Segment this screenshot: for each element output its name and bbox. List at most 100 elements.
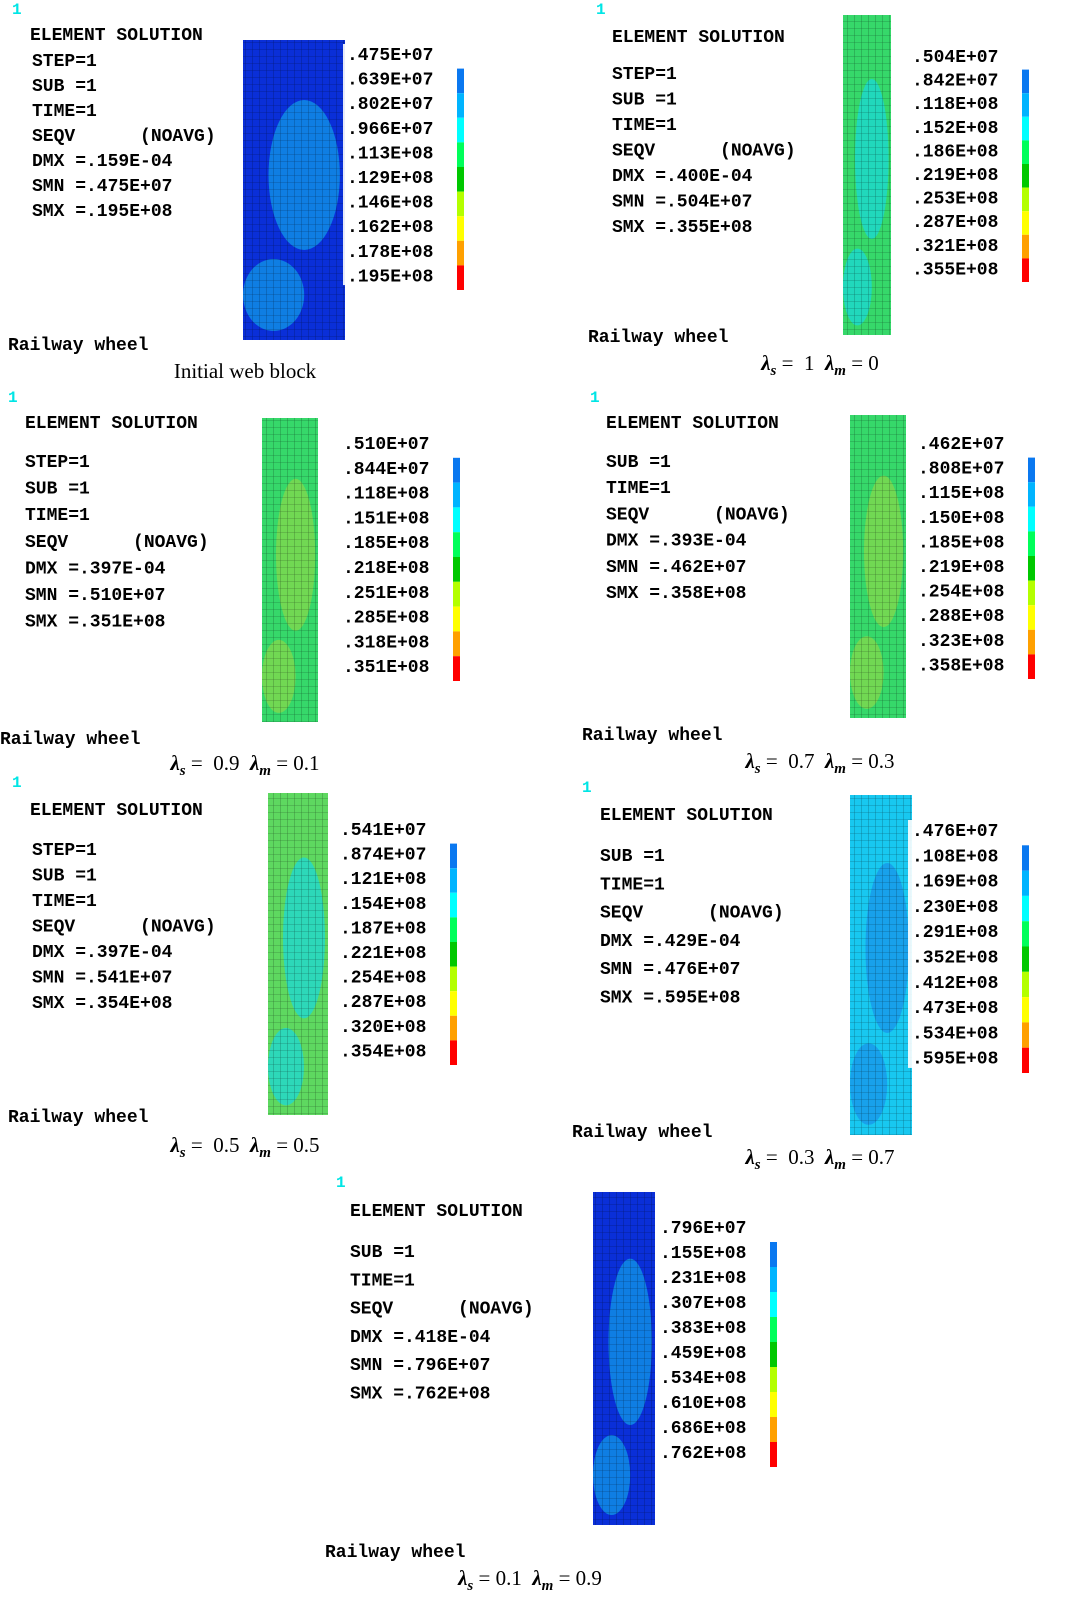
lambda-subscript: m: [834, 1157, 846, 1173]
legend-label: .842E+07: [912, 72, 998, 92]
mesh-grid: [243, 40, 345, 340]
plot-title: ELEMENT SOLUTION: [30, 26, 203, 46]
lambda-value: = 0.5: [271, 1133, 320, 1157]
info-line: SEQV (NOAVG): [25, 533, 209, 553]
plot-number: 1: [12, 1, 22, 19]
lambda-value: = 0.1: [473, 1566, 532, 1590]
legend-swatch: [450, 942, 457, 967]
legend-swatch: [770, 1317, 777, 1342]
legend-swatch: [1028, 556, 1035, 581]
info-line: STEP=1: [32, 841, 97, 861]
legend-label: .254E+08: [340, 969, 426, 989]
legend-label: .352E+08: [912, 949, 998, 969]
lambda-symbol: λ: [531, 1566, 541, 1590]
info-line: SUB =1: [32, 867, 97, 887]
legend-swatch: [450, 1040, 457, 1065]
lambda-symbol: λ: [169, 751, 179, 775]
legend-swatch: [450, 917, 457, 942]
legend-swatch: [1028, 630, 1035, 655]
legend-swatch: [1028, 458, 1035, 483]
legend-label: .121E+08: [340, 870, 426, 890]
plot-number: 1: [12, 774, 22, 792]
legend-label: .796E+07: [660, 1219, 746, 1239]
legend-label: .610E+08: [660, 1394, 746, 1414]
info-line: DMX =.397E-04: [25, 559, 166, 579]
info-line: STEP=1: [612, 65, 677, 85]
legend-swatch: [450, 844, 457, 869]
info-line: SEQV (NOAVG): [600, 904, 784, 924]
legend-swatch: [1022, 1022, 1029, 1047]
lambda-symbol: λ: [169, 1133, 179, 1157]
mesh-grid: [593, 1192, 655, 1525]
legend-swatch: [1022, 164, 1029, 188]
lambda-value: = 1: [776, 351, 825, 375]
legend-label: .510E+07: [343, 435, 429, 455]
legend-label: .534E+08: [912, 1024, 998, 1044]
legend-swatch: [1022, 258, 1029, 282]
lambda-symbol: λ: [744, 1145, 754, 1169]
legend-label: .178E+08: [347, 243, 433, 263]
legend-swatch: [450, 991, 457, 1016]
legend-label: .354E+08: [340, 1042, 426, 1062]
lambda-subscript: m: [542, 1578, 554, 1594]
info-line: TIME=1: [606, 479, 671, 499]
lambda-symbol: λ: [744, 749, 754, 773]
lambda-value: = 0.7: [846, 1145, 895, 1169]
lambda-symbol: λ: [249, 751, 259, 775]
legend-label: .218E+08: [343, 559, 429, 579]
legend-label: .288E+08: [918, 607, 1004, 627]
page: 1 ELEMENT SOLUTION STEP=1 SUB =1 TIME=1 SEQV …: [0, 0, 1076, 1619]
legend-swatch: [1022, 93, 1029, 117]
legend-label: .475E+07: [347, 46, 433, 66]
info-line: DMX =.397E-04: [32, 943, 173, 963]
info-line: SMN =.510E+07: [25, 586, 165, 606]
info-line: SUB =1: [600, 847, 665, 867]
legend-label: .195E+08: [347, 267, 433, 287]
info-line: SUB =1: [25, 480, 90, 500]
plot-number: 1: [336, 1174, 346, 1192]
info-line: TIME=1: [32, 102, 97, 122]
legend-label: .253E+08: [912, 190, 998, 210]
legend-swatch: [457, 192, 464, 217]
legend-label: .639E+07: [347, 71, 433, 91]
legend-label: .146E+08: [347, 194, 433, 214]
legend-swatch: [1022, 117, 1029, 141]
footer: Railway wheel: [572, 1123, 713, 1143]
legend-label: .762E+08: [660, 1444, 746, 1464]
legend-label: .129E+08: [347, 169, 433, 189]
info-line: TIME=1: [600, 875, 665, 895]
legend-label: .231E+08: [660, 1269, 746, 1289]
info-line: SMN =.476E+07: [600, 960, 740, 980]
plot-number: 1: [596, 1, 606, 19]
legend-label: .118E+08: [343, 485, 429, 505]
plot-title: ELEMENT SOLUTION: [606, 414, 779, 434]
info-line: DMX =.429E-04: [600, 932, 741, 952]
info-line: SEQV (NOAVG): [350, 1300, 534, 1320]
legend-swatch: [1028, 507, 1035, 532]
footer: Railway wheel: [582, 726, 723, 746]
lambda-value: = 0.3: [846, 749, 895, 773]
info-line: SMN =.796E+07: [350, 1356, 490, 1376]
legend-swatch: [1022, 235, 1029, 259]
legend-label: .251E+08: [343, 584, 429, 604]
lambda-value: = 0.3: [761, 1145, 825, 1169]
legend-label: .808E+07: [918, 460, 1004, 480]
info-line: DMX =.400E-04: [612, 167, 753, 187]
legend-swatch: [1022, 188, 1029, 212]
info-line: SEQV (NOAVG): [612, 142, 796, 162]
legend-swatch: [453, 656, 460, 681]
info-line: SEQV (NOAVG): [32, 127, 216, 147]
legend-label: .108E+08: [912, 847, 998, 867]
mesh-grid: [262, 418, 318, 722]
legend-swatch: [450, 868, 457, 893]
legend-label: .686E+08: [660, 1419, 746, 1439]
info-line: SMN =.504E+07: [612, 193, 752, 213]
info-line: SMN =.462E+07: [606, 558, 746, 578]
caption: λs = 0.5 λm = 0.5: [169, 1133, 319, 1161]
result-panel: 1ELEMENT SOLUTIONSUB =1TIME=1SEQV (NOAVG…: [572, 779, 1029, 1173]
mesh-grid: [268, 793, 328, 1115]
legend-swatch: [770, 1342, 777, 1367]
